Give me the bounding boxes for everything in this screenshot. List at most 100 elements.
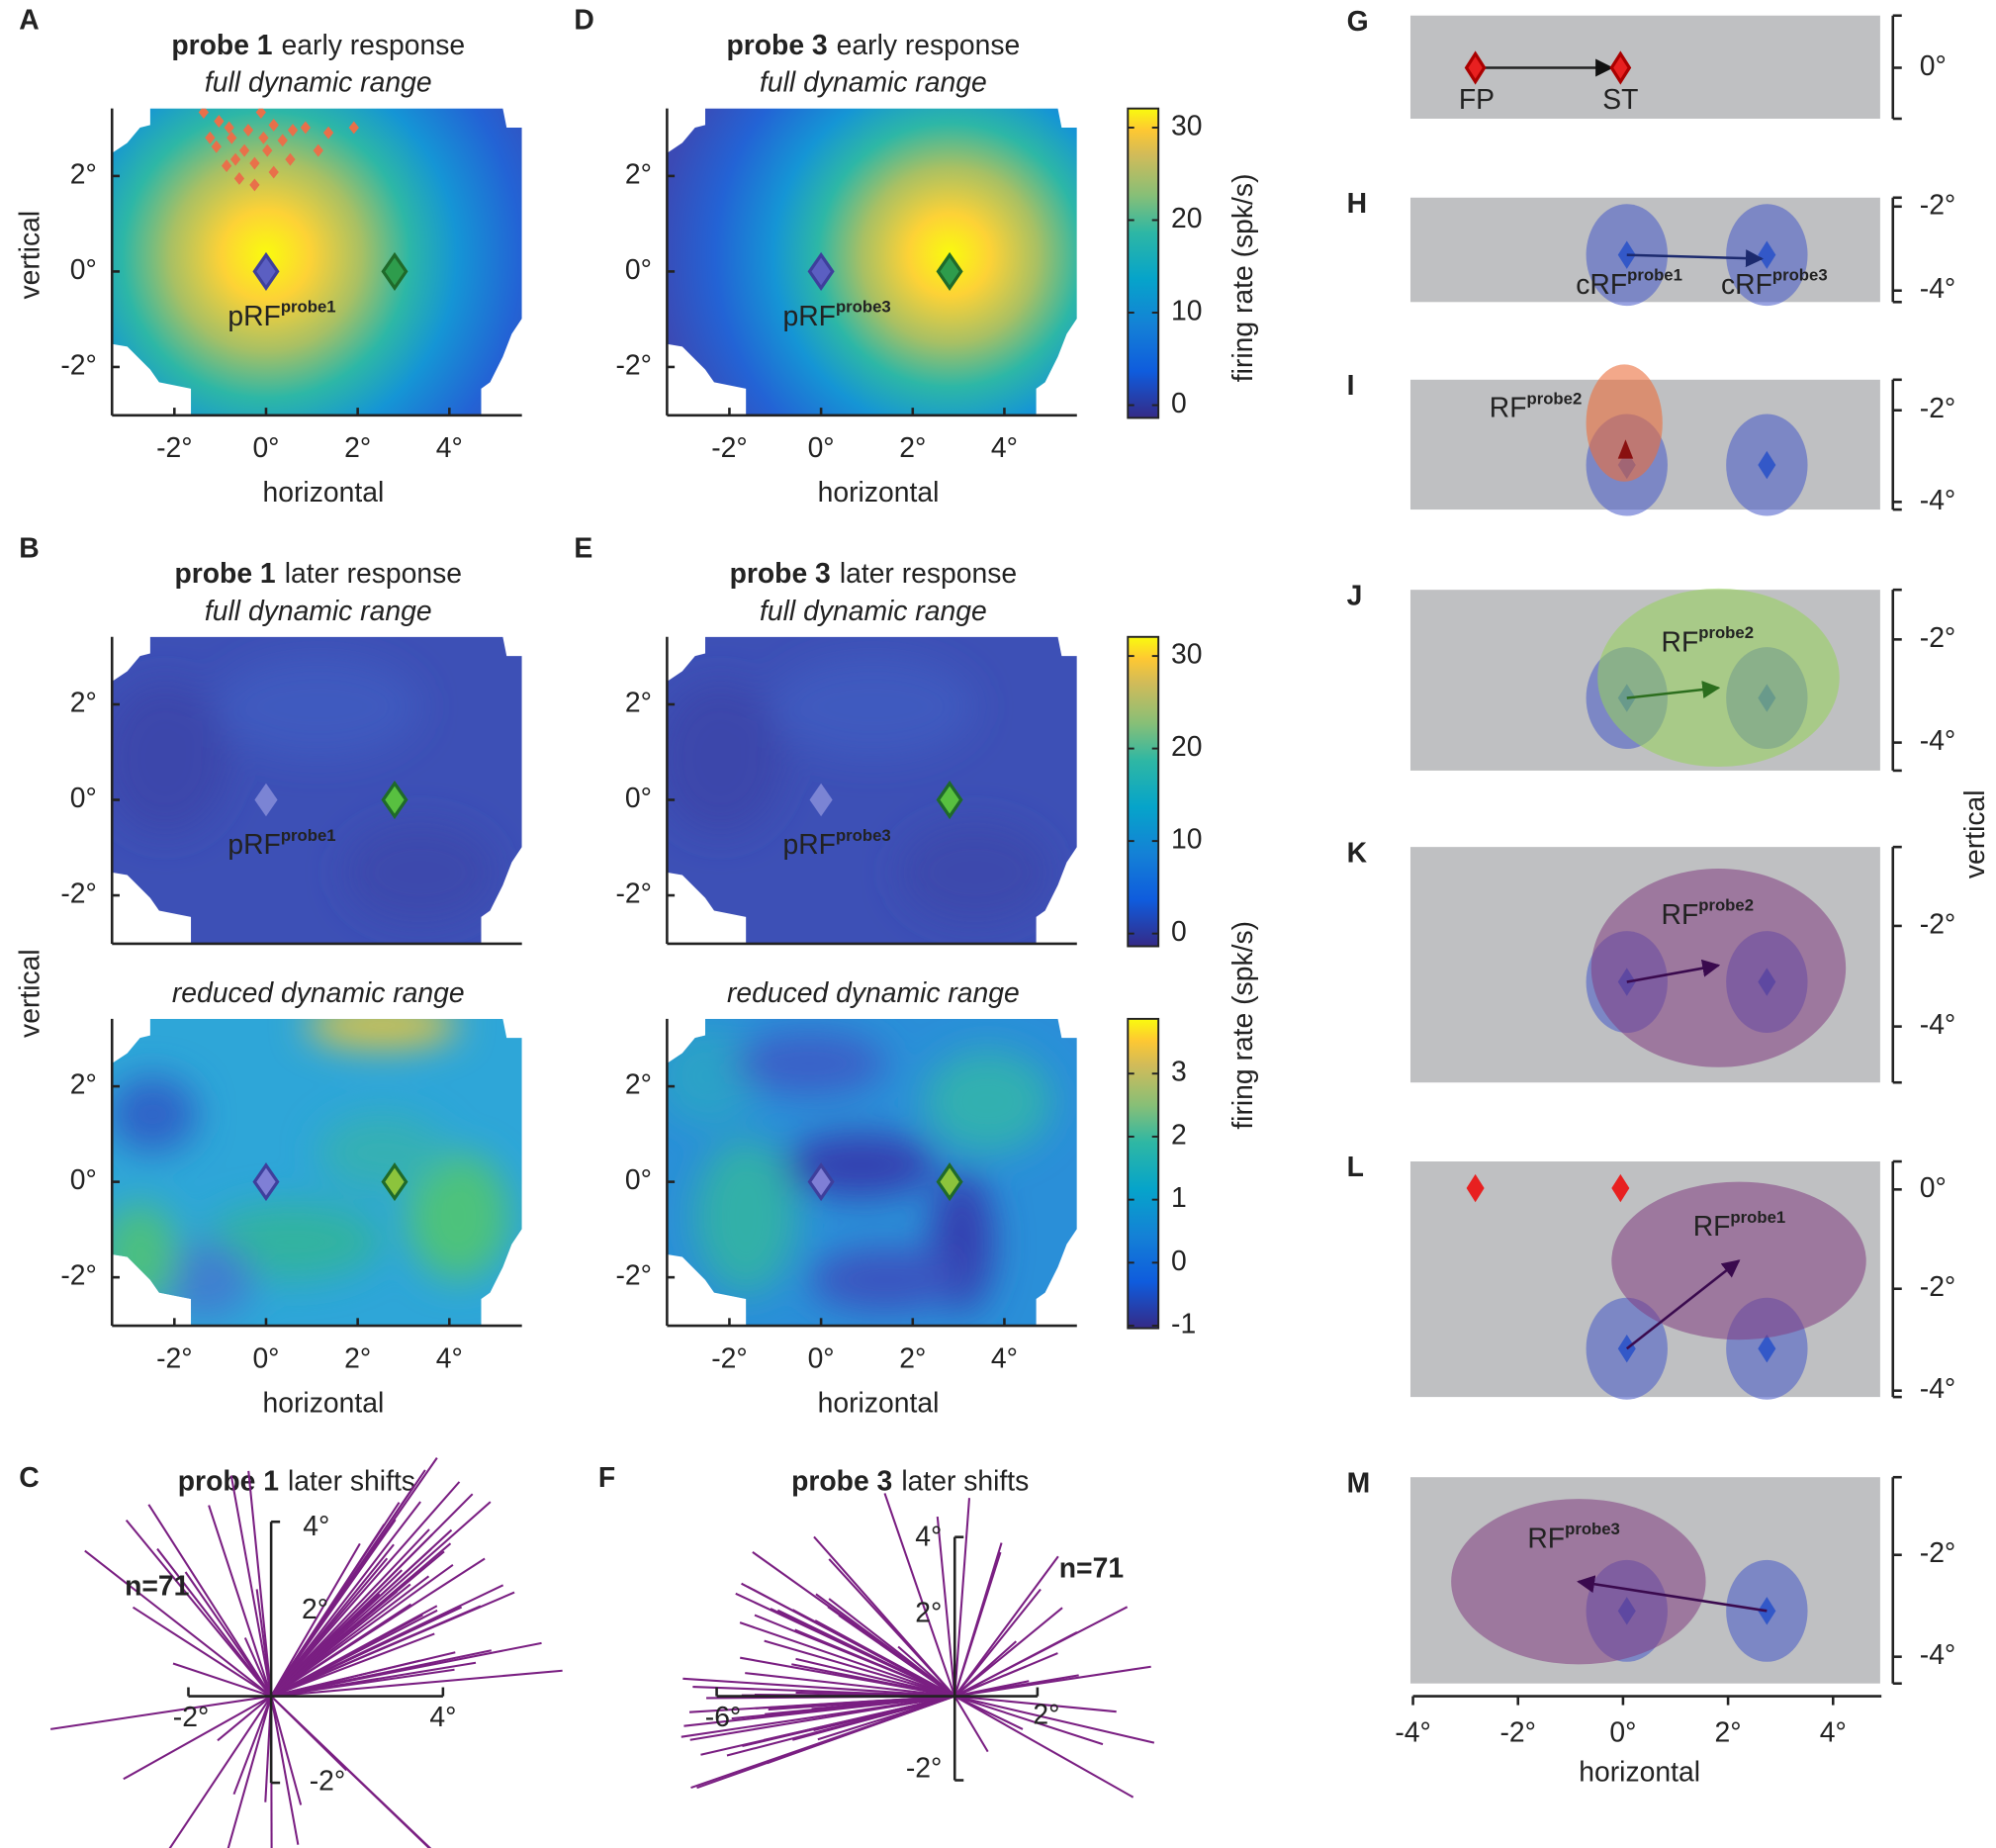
shift-vector <box>270 1519 397 1698</box>
shift-vector <box>156 1547 272 1698</box>
panel-letter: F <box>598 1461 615 1493</box>
schematic-label: RFprobe2 <box>1490 390 1582 423</box>
RF-ellipse <box>1597 588 1840 768</box>
y-tick-label: -2° <box>310 1765 345 1797</box>
x-tick-label: -2° <box>711 1341 747 1373</box>
shift-vector <box>270 1481 461 1698</box>
x-tick-label: 2° <box>344 431 371 463</box>
panel-title-part: probe 3 <box>791 1465 892 1497</box>
x-tick-label: -2° <box>1499 1716 1535 1748</box>
x-tick-label: 2° <box>1033 1699 1059 1730</box>
y-tick-label: 2° <box>625 157 652 189</box>
target-marker <box>1609 50 1632 85</box>
shift-vector <box>953 1607 1063 1698</box>
panel-letter: M <box>1347 1466 1371 1498</box>
colorbar-label: firing rate (spk/s) <box>1226 173 1258 382</box>
shift-vector <box>953 1695 1134 1799</box>
heatmap-blob <box>407 1153 509 1280</box>
shift-vector <box>271 1669 563 1698</box>
y-tick-label: -2° <box>615 348 651 380</box>
schematic-label-part: probe3 <box>1565 1521 1620 1539</box>
RF-ellipse <box>1586 364 1663 482</box>
y-tick-label: -2° <box>1920 907 1955 939</box>
shift-vector <box>217 1695 272 1742</box>
colorbar-tick-label: 3 <box>1171 1056 1187 1087</box>
prf-label: pRFprobe1 <box>227 826 335 860</box>
shift-vector <box>953 1695 1024 1730</box>
shift-vector <box>953 1542 1003 1697</box>
probe1-marker <box>807 1162 835 1202</box>
panel-title: probe 1 later response <box>174 557 462 589</box>
shift-vector <box>745 1672 955 1698</box>
x-tick-label: 2° <box>1715 1716 1742 1748</box>
x-tick-label: -2° <box>156 1341 192 1373</box>
schematic-label: RFprobe2 <box>1662 624 1754 658</box>
panel-letter: E <box>574 532 592 564</box>
colorbar-tick-label: 30 <box>1171 638 1202 670</box>
schematic-label-part: probe1 <box>1627 266 1682 285</box>
shift-vector <box>172 1662 272 1698</box>
x-tick-label: -4° <box>1395 1716 1430 1748</box>
shift-vector <box>953 1498 971 1697</box>
panel-subtitle: reduced dynamic range <box>172 976 465 1008</box>
heatmap-blob <box>318 1114 446 1191</box>
panel-letter: H <box>1347 187 1367 219</box>
heatmap-blob <box>898 821 1052 924</box>
prf-label-part: pRF <box>227 301 280 332</box>
panel-title-part: probe 3 <box>730 557 831 589</box>
y-tick-label: 2° <box>70 686 97 717</box>
y-tick-label: 4° <box>915 1520 942 1551</box>
panel-title-part: probe 1 <box>171 29 272 60</box>
arrow <box>1626 681 1721 699</box>
probe3-marker <box>381 1162 408 1202</box>
panel-letter: G <box>1347 5 1369 37</box>
probe3-marker <box>936 780 963 820</box>
prf-label-part: pRF <box>227 829 280 861</box>
heatmap-blob <box>203 1203 383 1280</box>
scatter-diamond <box>255 108 266 119</box>
shift-vector <box>270 1661 477 1698</box>
panel-title-part: probe 1 <box>174 557 275 589</box>
panel-title: probe 1 early response <box>171 29 465 60</box>
heatmap <box>112 1018 522 1327</box>
shift-vector <box>270 1695 347 1772</box>
panel-letter: A <box>19 4 39 36</box>
heatmap-blob <box>733 1031 886 1096</box>
y-tick-label: -4° <box>1920 272 1955 304</box>
panel-subtitle: full dynamic range <box>760 66 987 98</box>
heatmap-blob <box>694 1140 797 1293</box>
heatmap <box>112 636 522 944</box>
y-tick-label: -2° <box>615 1259 651 1291</box>
panel-letter: L <box>1347 1151 1364 1182</box>
colorbar-tick-label: 0 <box>1171 915 1187 947</box>
shift-vector <box>795 1657 955 1698</box>
heatmap-blob <box>924 1051 1052 1154</box>
panel-title-part: later shifts <box>288 1465 415 1497</box>
heatmap-blob <box>667 681 784 835</box>
scatter-diamond <box>233 172 245 185</box>
shift-vector <box>270 1615 460 1698</box>
probe1-marker <box>254 783 278 817</box>
schematic-label: RFprobe1 <box>1693 1208 1785 1242</box>
y-tick-label: 0° <box>1920 49 1947 81</box>
schematic-label: RFprobe3 <box>1527 1521 1619 1554</box>
shift-vector <box>132 1606 272 1698</box>
x-tick-label: 0° <box>1609 1716 1636 1748</box>
panel-letter: J <box>1347 579 1363 610</box>
colorbar-tick-label: 10 <box>1171 823 1202 855</box>
heatmap-blob <box>343 821 497 924</box>
shift-vector <box>680 1695 955 1738</box>
x-tick-label: 4° <box>436 1341 463 1373</box>
shift-vector <box>270 1659 420 1698</box>
shift-vector <box>883 1493 956 1697</box>
panel-letter: K <box>1347 836 1368 868</box>
panel-title-part: later shifts <box>901 1465 1029 1497</box>
schematic-label-part: cRF <box>1721 268 1772 300</box>
scatter-diamond <box>214 115 225 128</box>
y-tick-label: 2° <box>625 1068 652 1100</box>
RF-marker <box>1617 439 1634 459</box>
panel-title: probe 3 later shifts <box>791 1465 1029 1497</box>
heatmap-blobs <box>667 656 1052 924</box>
y-tick-label: -2° <box>60 348 96 380</box>
y-tick-label: -2° <box>1920 188 1955 220</box>
